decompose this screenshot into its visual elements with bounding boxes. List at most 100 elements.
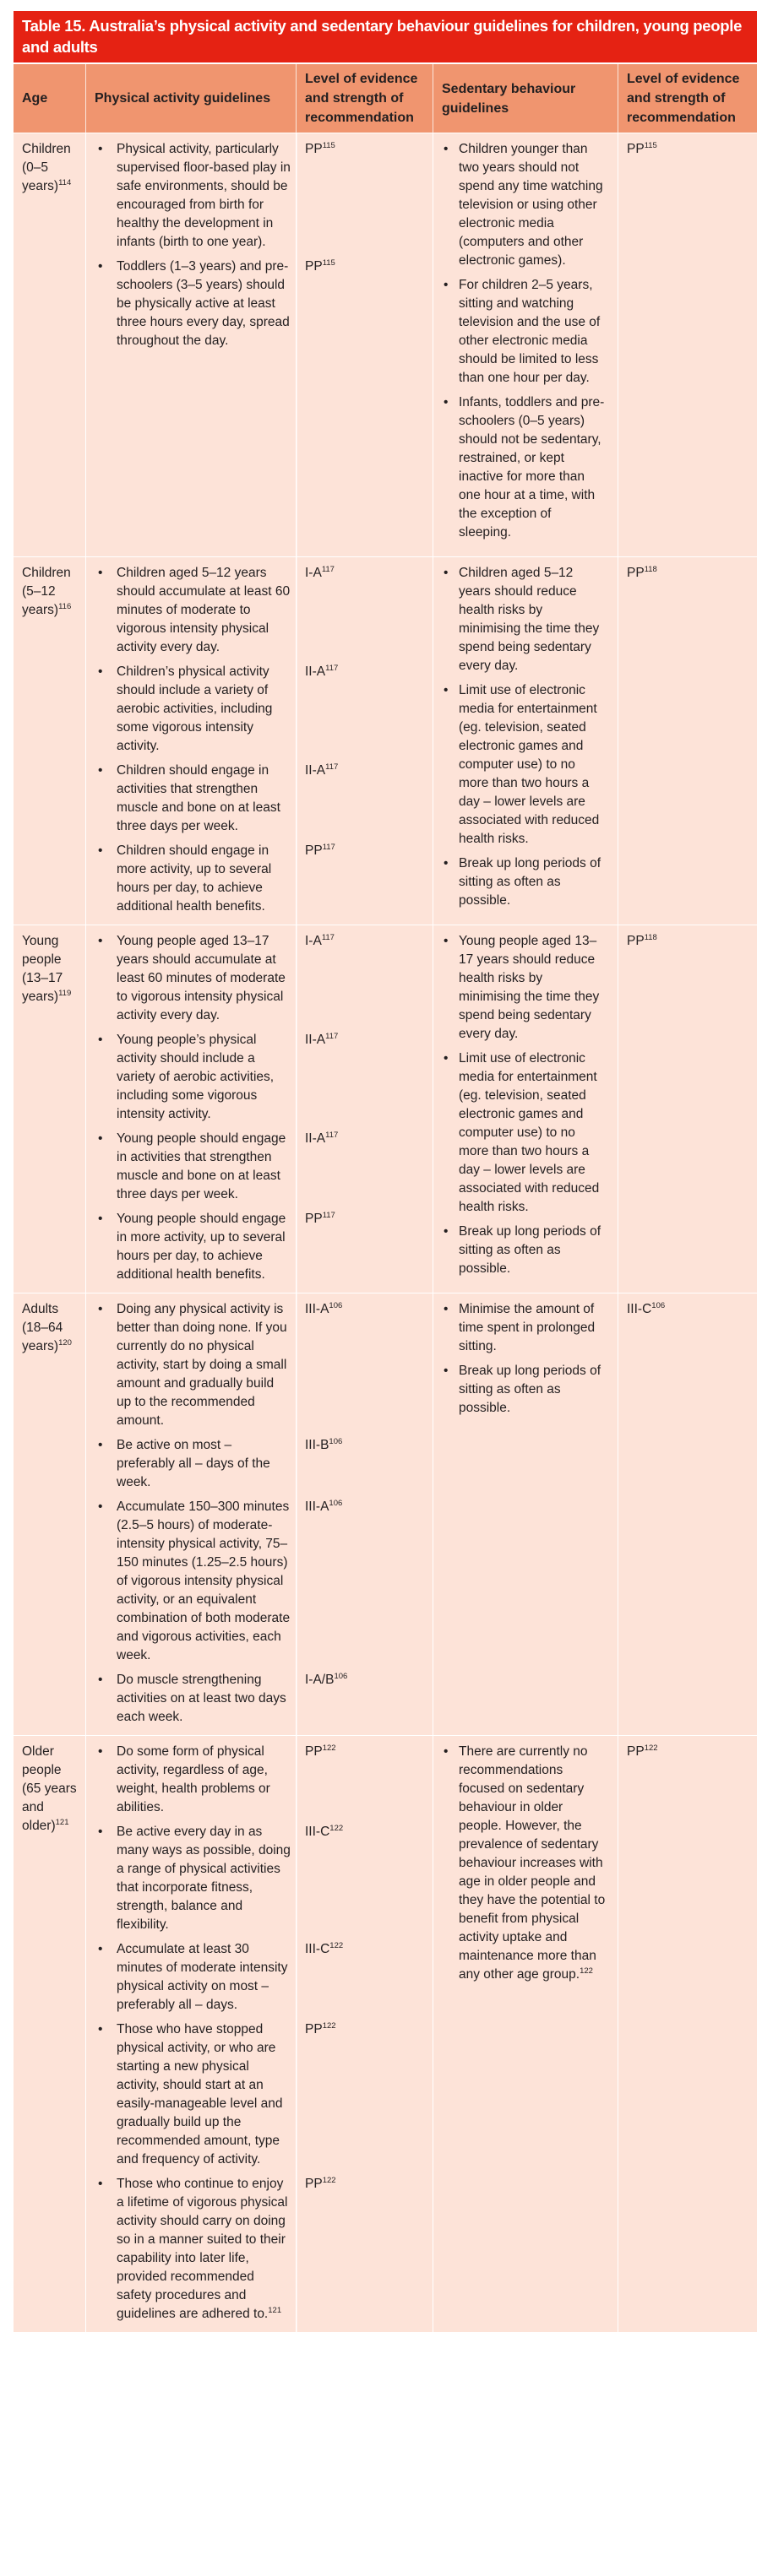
evidence-level-label: PP — [627, 1744, 645, 1759]
guideline-bullet-item: • Children’s physical activity should inc… — [86, 663, 297, 756]
sedentary-bullet-item: • Infants, toddlers and pre-schoolers (0–… — [433, 393, 611, 542]
sedentary-bullet-item: • Young people aged 13–17 years should re… — [433, 932, 611, 1044]
age-cell: Children (0–5 years)114 — [14, 133, 86, 556]
sedentary-bullet-item: • Break up long periods of sitting as oft… — [433, 854, 611, 910]
bullet-icon: • — [444, 856, 449, 870]
bullet-icon: • — [98, 1302, 103, 1316]
bullet-icon: • — [444, 1744, 449, 1759]
guideline-text: Physical activity, particularly supervis… — [117, 142, 291, 249]
header-pa-evidence-level: Level of evidence and strength of recomm… — [297, 64, 433, 133]
bullet-icon: • — [98, 763, 103, 778]
bullet-icon: • — [444, 142, 449, 156]
physical-activity-item: • Physical activity, particularly supervi… — [86, 140, 433, 252]
guideline-text: Do muscle strengthening activities on at… — [117, 1673, 286, 1724]
age-label: Children (5–12 years) — [22, 566, 71, 617]
evidence-level-label: PP — [305, 2177, 323, 2191]
evidence-level: PP122 — [297, 1743, 433, 1817]
guideline-bullet-item: • Accumulate at least 30 minutes of moder… — [86, 1940, 297, 2015]
guideline-bullet-item: • Children aged 5–12 years should accumul… — [86, 564, 297, 657]
bullet-icon: • — [444, 395, 449, 409]
bullet-icon: • — [98, 1744, 103, 1759]
guideline-text: Children should engage in more activity,… — [117, 843, 272, 914]
sedentary-text: Minimise the amount of time spent in pro… — [459, 1302, 596, 1353]
evidence-level-label-superscript: 122 — [322, 2021, 336, 2031]
age-label-superscript: 116 — [58, 602, 72, 611]
bullet-icon: • — [98, 1825, 103, 1839]
evidence-level: II-A117 — [297, 762, 433, 836]
guideline-bullet-item: • Young people aged 13–17 years should ac… — [86, 932, 297, 1025]
bullet-icon: • — [98, 934, 103, 948]
physical-activity-item: • Do muscle strengthening activities on a… — [86, 1671, 433, 1727]
physical-activity-item: • Accumulate at least 30 minutes of moder… — [86, 1940, 433, 2015]
sedentary-cell: • Children aged 5–12 years should reduce … — [433, 557, 618, 925]
header-sedentary: Sedentary behaviour guidelines — [433, 64, 618, 133]
evidence-level-label-superscript: 122 — [329, 1824, 344, 1833]
bullet-icon: • — [98, 1942, 103, 1956]
bullet-icon: • — [98, 1438, 103, 1452]
evidence-level-label-superscript: 118 — [644, 565, 657, 574]
physical-activity-item: • Children should engage in more activity… — [86, 842, 433, 916]
table-header: Age Physical activity guidelines Level o… — [14, 64, 757, 133]
bullet-icon: • — [444, 934, 449, 948]
table-row: Young people (13–17 years)119 • Young peop… — [14, 925, 757, 1293]
evidence-level: PP115 — [297, 140, 433, 252]
evidence-level-label: PP — [305, 1744, 323, 1759]
sedentary-evidence-level: PP122 — [618, 1736, 757, 2332]
bullet-icon: • — [444, 1224, 449, 1239]
guideline-bullet-item: • Do some form of physical activity, rega… — [86, 1743, 297, 1817]
sedentary-cell: • There are currently no recommendations … — [433, 1736, 618, 2332]
table-row: Children (5–12 years)116 • Children aged 5… — [14, 557, 757, 925]
sedentary-text: For children 2–5 years, sitting and watc… — [459, 278, 601, 385]
age-label: Adults (18–64 years) — [22, 1302, 63, 1353]
bullet-icon: • — [444, 566, 449, 580]
evidence-level: I-A117 — [297, 564, 433, 657]
evidence-level-label: II-A — [305, 664, 326, 679]
physical-activity-item: • Be active every day in as many ways as … — [86, 1823, 433, 1934]
evidence-level: III-C122 — [297, 1940, 433, 2015]
physical-activity-item: • Be active on most – preferably all – da… — [86, 1436, 433, 1492]
evidence-level-label-superscript: 117 — [322, 1211, 335, 1220]
table-body: Children (0–5 years)114 • Physical activit… — [14, 133, 757, 2333]
age-label: Children (0–5 years) — [22, 142, 71, 193]
evidence-level-label-superscript: 117 — [321, 933, 335, 942]
physical-activity-item: • Accumulate 150–300 minutes (2.5–5 hours… — [86, 1498, 433, 1665]
age-label: Young people (13–17 years) — [22, 934, 63, 1004]
physical-activity-item: • Young people should engage in more acti… — [86, 1210, 433, 1284]
physical-activity-item: • Those who have stopped physical activit… — [86, 2020, 433, 2169]
evidence-level-label: PP — [305, 1212, 323, 1226]
sedentary-text: Limit use of electronic media for entert… — [459, 683, 600, 846]
sedentary-cell: • Children younger than two years should … — [433, 133, 618, 556]
physical-activity-cell: • Children aged 5–12 years should accumul… — [86, 557, 433, 925]
bullet-icon: • — [98, 843, 103, 858]
guideline-text-superscript: 121 — [268, 2306, 282, 2315]
sedentary-evidence-level: PP115 — [618, 133, 757, 556]
sedentary-bullet-item: • Break up long periods of sitting as oft… — [433, 1223, 611, 1278]
guideline-text: Young people aged 13–17 years should acc… — [117, 934, 286, 1022]
bullet-icon: • — [98, 1131, 103, 1146]
guideline-bullet-item: • Toddlers (1–3 years) and pre-schoolers … — [86, 258, 297, 350]
evidence-level-label: PP — [627, 934, 645, 948]
sedentary-text: There are currently no recommendations f… — [459, 1744, 606, 1982]
guideline-bullet-item: • Be active on most – preferably all – da… — [86, 1436, 297, 1492]
evidence-level: I-A/B106 — [297, 1671, 433, 1727]
physical-activity-cell: • Do some form of physical activity, rega… — [86, 1736, 433, 2332]
evidence-level-label-superscript: 122 — [329, 1941, 344, 1950]
physical-activity-cell: • Doing any physical activity is better t… — [86, 1293, 433, 1735]
evidence-level-label: III-A — [305, 1500, 329, 1514]
age-cell: Young people (13–17 years)119 — [14, 925, 86, 1293]
evidence-level-label-superscript: 117 — [322, 843, 335, 852]
physical-activity-item: • Those who continue to enjoy a lifetime … — [86, 2175, 433, 2324]
physical-activity-item: • Children should engage in activities th… — [86, 762, 433, 836]
guideline-text: Toddlers (1–3 years) and pre-schoolers (… — [117, 259, 290, 348]
bullet-icon: • — [98, 142, 103, 156]
evidence-level-label: III-B — [305, 1438, 329, 1452]
age-cell: Children (5–12 years)116 — [14, 557, 86, 925]
evidence-level-label-superscript: 117 — [321, 565, 335, 574]
guideline-bullet-item: • Those who continue to enjoy a lifetime … — [86, 2175, 297, 2324]
physical-activity-item: • Doing any physical activity is better t… — [86, 1300, 433, 1430]
guideline-bullet-item: • Young people should engage in more acti… — [86, 1210, 297, 1284]
evidence-level-label-superscript: 115 — [322, 258, 335, 268]
evidence-level-label-superscript: 117 — [325, 664, 339, 673]
guideline-bullet-item: • Those who have stopped physical activit… — [86, 2020, 297, 2169]
evidence-level: III-A106 — [297, 1498, 433, 1665]
